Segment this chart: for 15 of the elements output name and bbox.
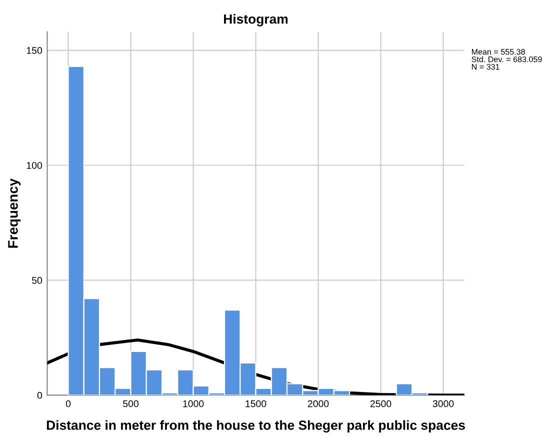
chart-title: Histogram (224, 14, 288, 26)
y-axis-title: Frequency (8, 178, 21, 248)
y-tick-label: 50 (32, 276, 42, 284)
x-tick-label: 1500 (246, 400, 266, 408)
y-tick-label: 150 (26, 47, 42, 54)
y-tick-label: 100 (26, 162, 42, 169)
x-tick-label: 1000 (183, 400, 204, 408)
x-tick-label: 3000 (432, 400, 454, 408)
x-tick-label: 0 (66, 400, 71, 408)
text: Mean = 555.38 Std. Dev. = 683.059 N = 331 (472, 48, 542, 70)
x-tick-label: 2000 (308, 400, 329, 408)
x-tick-label: 500 (123, 400, 138, 408)
y-tick-label: 0 (37, 392, 42, 399)
x-axis-title: Distance in meter from the house to the Sheger park public spaces (46, 420, 465, 433)
x-tick-label: 2500 (370, 400, 392, 408)
